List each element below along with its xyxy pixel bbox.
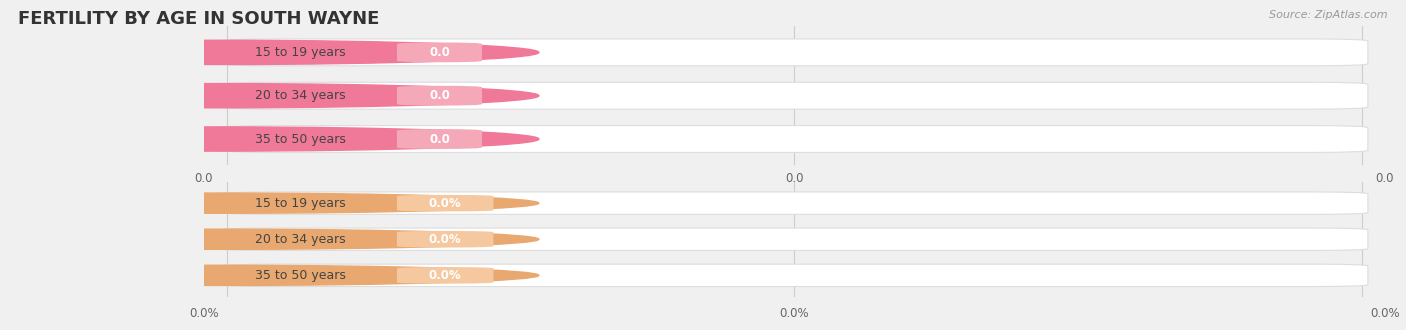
Text: 35 to 50 years: 35 to 50 years: [254, 133, 346, 146]
Text: 0.0: 0.0: [429, 133, 450, 146]
Text: Source: ZipAtlas.com: Source: ZipAtlas.com: [1270, 10, 1388, 20]
Text: 0.0: 0.0: [429, 46, 450, 59]
Circle shape: [0, 193, 538, 213]
Text: 0.0%: 0.0%: [429, 269, 461, 282]
FancyBboxPatch shape: [221, 82, 1368, 109]
Text: 15 to 19 years: 15 to 19 years: [254, 46, 346, 59]
FancyBboxPatch shape: [396, 86, 482, 106]
Text: 20 to 34 years: 20 to 34 years: [254, 233, 346, 246]
FancyBboxPatch shape: [221, 39, 1368, 66]
FancyBboxPatch shape: [221, 228, 1368, 250]
FancyBboxPatch shape: [221, 264, 1368, 286]
Text: 20 to 34 years: 20 to 34 years: [254, 89, 346, 102]
FancyBboxPatch shape: [221, 126, 1368, 152]
FancyBboxPatch shape: [396, 267, 494, 283]
FancyBboxPatch shape: [221, 192, 1368, 214]
Text: 0.0: 0.0: [194, 172, 214, 184]
Text: 0.0%: 0.0%: [429, 197, 461, 210]
FancyBboxPatch shape: [396, 129, 482, 149]
Text: FERTILITY BY AGE IN SOUTH WAYNE: FERTILITY BY AGE IN SOUTH WAYNE: [18, 10, 380, 28]
Text: 15 to 19 years: 15 to 19 years: [254, 197, 346, 210]
Text: 0.0: 0.0: [1375, 172, 1395, 184]
FancyBboxPatch shape: [396, 231, 494, 248]
Text: 0.0: 0.0: [429, 89, 450, 102]
Text: 0.0: 0.0: [785, 172, 804, 184]
Text: 0.0%: 0.0%: [1369, 307, 1400, 320]
Text: 0.0%: 0.0%: [779, 307, 810, 320]
Circle shape: [0, 83, 538, 108]
Circle shape: [0, 127, 538, 151]
Circle shape: [0, 229, 538, 249]
Text: 0.0%: 0.0%: [429, 233, 461, 246]
FancyBboxPatch shape: [396, 43, 482, 62]
FancyBboxPatch shape: [396, 195, 494, 212]
Text: 0.0%: 0.0%: [188, 307, 219, 320]
Text: 35 to 50 years: 35 to 50 years: [254, 269, 346, 282]
Circle shape: [0, 40, 538, 65]
Circle shape: [0, 265, 538, 285]
